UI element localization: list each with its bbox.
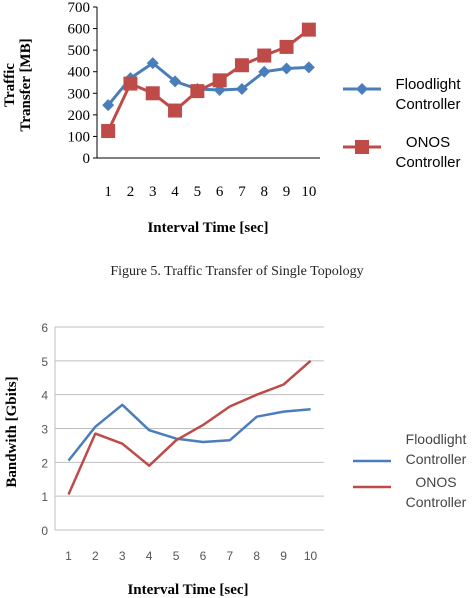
y-tick-label: 300 [68,86,91,102]
data-point [234,58,249,73]
x-tick-label: 10 [304,549,318,563]
axes [54,327,324,531]
y-axis-title: Traffic Transfer [MB] [2,38,34,131]
y-tick-label: 3 [41,423,48,437]
x-tick-label: 9 [283,184,291,200]
x-tick-label: 5 [194,184,202,200]
data-point [146,57,159,70]
data-point [302,61,315,74]
gridlines [55,326,324,497]
y-axis-title-line: Bandwith [Gbits] [4,376,20,487]
data-point [145,86,160,101]
x-tick-labels: 1 2 3 4 5 6 7 8 9 10 [65,549,317,563]
y-tick-label: 400 [68,65,91,81]
legend: Floodlight Controller ONOS Controller [353,431,467,510]
y-tick-label: 0 [41,524,48,538]
x-tick-label: 4 [146,549,153,563]
y-axis-title-line: Traffic [2,63,18,107]
x-tick-label: 9 [280,549,287,563]
data-point [168,103,183,118]
x-tick-labels: 1 2 3 4 5 6 7 8 9 10 [104,184,316,200]
y-axis-title: Bandwith [Gbits] [4,376,20,487]
x-tick-label: 2 [92,549,99,563]
x-tick-label: 4 [171,184,179,200]
y-axis-title-line: Transfer [MB] [18,38,34,131]
y-tick-label: 100 [68,129,91,145]
data-point [102,99,115,112]
data-point [258,65,271,78]
legend-label: Floodlight [406,431,467,447]
x-tick-label: 2 [127,184,135,200]
series-line [67,359,312,496]
y-tick-label: 4 [41,389,48,403]
data-point [235,82,248,95]
x-axis-title: Interval Time [sec] [127,582,248,598]
legend: Floodlight Controller ONOS Controller [343,76,461,171]
series-line [107,61,309,107]
y-tick-label: 5 [41,355,48,369]
axes [93,6,320,159]
legend-marker [356,83,368,95]
y-tick-label: 1 [41,490,48,504]
series-layer [67,359,312,496]
data-point [280,62,293,75]
x-tick-label: 8 [253,549,260,563]
legend-label: Floodlight [395,76,461,93]
x-tick-label: 6 [200,549,207,563]
series-layer [101,22,316,139]
chart-bandwidth: Bandwith [Gbits] 0 1 2 3 4 5 6 1 2 3 4 5 6 7 8 9 10 Int… [4,321,467,598]
x-tick-label: 8 [261,184,269,200]
y-tick-labels: 0 100 200 300 400 500 600 700 [68,0,91,167]
y-tick-label: 600 [68,22,91,38]
data-point [301,22,316,37]
x-tick-label: 3 [119,549,126,563]
legend-label: Controller [406,451,467,467]
x-axis-title: Interval Time [sec] [147,220,268,236]
x-tick-label: 1 [65,549,72,563]
x-tick-label: 7 [238,184,246,200]
data-point [123,76,138,91]
x-tick-label: 10 [301,184,316,200]
legend-label: Controller [395,96,460,113]
x-tick-label: 1 [104,184,112,200]
data-point [190,84,205,99]
figure-caption: Figure 5. Traffic Transfer of Single Top… [110,264,363,279]
y-tick-label: 700 [68,0,91,16]
legend-label: Controller [395,154,460,171]
series-line [106,28,310,132]
data-point [169,75,182,88]
x-tick-label: 5 [173,549,180,563]
y-tick-label: 2 [41,456,48,470]
legend-label: ONOS [415,474,456,490]
legend-label: Controller [406,494,467,510]
y-tick-labels: 0 1 2 3 4 5 6 [41,321,48,538]
data-point [257,48,272,63]
legend-marker [355,140,369,154]
series-line [67,403,311,462]
y-tick-label: 500 [68,43,91,59]
y-tick-label: 6 [41,321,48,335]
chart-traffic-transfer: Traffic Transfer [MB] 0 100 200 300 400 500 600… [2,0,461,236]
y-tick-label: 200 [68,108,91,124]
data-point [212,73,227,88]
x-tick-label: 6 [216,184,224,200]
legend-label: ONOS [406,134,450,151]
data-point [101,124,116,139]
x-tick-label: 3 [149,184,157,200]
x-tick-label: 7 [227,549,234,563]
data-point [279,39,294,54]
y-tick-label: 0 [83,151,91,167]
